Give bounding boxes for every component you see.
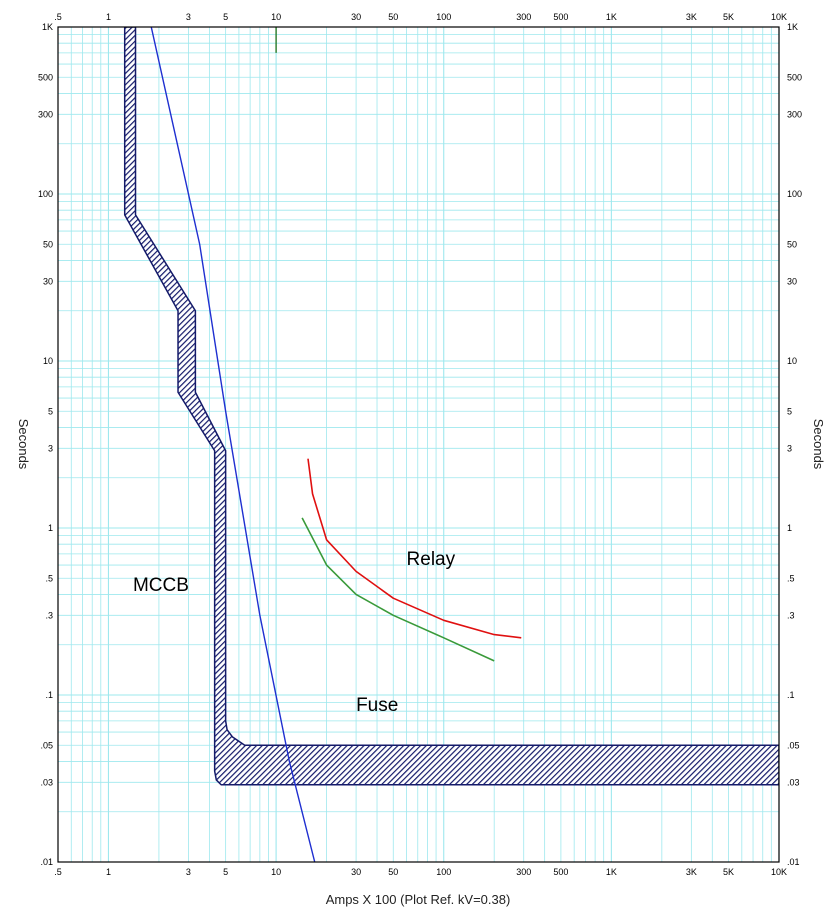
x-tick-label-top: 1K — [606, 12, 617, 22]
y-tick-label-left: 3 — [48, 443, 53, 453]
x-tick-label-top: 3 — [186, 12, 191, 22]
x-tick-label-top: 3K — [686, 12, 697, 22]
y-tick-label-left: .1 — [45, 690, 53, 700]
x-tick-label-bottom: 5 — [223, 867, 228, 877]
mccb-label: MCCB — [133, 575, 189, 596]
y-tick-label-left: .03 — [40, 777, 53, 787]
y-tick-label-left: .05 — [40, 740, 53, 750]
y-tick-label-right: 100 — [787, 189, 802, 199]
grid — [57, 26, 780, 863]
x-tick-label-bottom: 30 — [351, 867, 361, 877]
x-tick-label-bottom: 5K — [723, 867, 734, 877]
y-tick-label-right: .01 — [787, 857, 800, 867]
y-tick-label-right: .3 — [787, 610, 795, 620]
y-tick-label-left: .5 — [45, 573, 53, 583]
y-tick-label-left: 50 — [43, 239, 53, 249]
x-tick-label-top: 500 — [553, 12, 568, 22]
y-tick-label-right: 5 — [787, 406, 792, 416]
y-tick-label-left: 100 — [38, 189, 53, 199]
x-tick-label-top: 50 — [388, 12, 398, 22]
y-tick-label-left: .01 — [40, 857, 53, 867]
x-tick-label-bottom: 100 — [436, 867, 451, 877]
x-tick-label-top: 5K — [723, 12, 734, 22]
relay-curve — [307, 458, 522, 639]
relay_lower-curve — [301, 517, 495, 662]
fuse-curve — [150, 27, 316, 862]
x-tick-label-top: 10 — [271, 12, 281, 22]
x-tick-label-bottom: 300 — [516, 867, 531, 877]
curves — [123, 27, 779, 862]
y-tick-label-right: 300 — [787, 109, 802, 119]
y-tick-label-right: 1 — [787, 523, 792, 533]
x-tick-label-top: 10K — [771, 12, 787, 22]
tick-labels: .5 .5 1 1 3 3 5 5 10 10 30 30 50 50 100 100 300 300 500 500… — [38, 12, 802, 877]
x-tick-label-bottom: 3K — [686, 867, 697, 877]
x-tick-label-bottom: 1 — [106, 867, 111, 877]
y-tick-label-right: 500 — [787, 72, 802, 82]
y-tick-label-left: 300 — [38, 109, 53, 119]
y-tick-label-right: 50 — [787, 239, 797, 249]
x-axis-label: Amps X 100 (Plot Ref. kV=0.38) — [326, 892, 511, 907]
x-tick-label-top: .5 — [54, 12, 62, 22]
x-tick-label-top: 5 — [223, 12, 228, 22]
fuse-label: Fuse — [356, 695, 398, 716]
y-tick-label-left: 10 — [43, 356, 53, 366]
annotations: MCCB Relay Fuse — [133, 549, 456, 716]
x-tick-label-bottom: 3 — [186, 867, 191, 877]
y-tick-label-left: 30 — [43, 276, 53, 286]
y-tick-label-right: .1 — [787, 690, 795, 700]
y-axis-label-left: Seconds — [16, 419, 31, 470]
y-tick-label-left: 1 — [48, 523, 53, 533]
x-tick-label-top: 100 — [436, 12, 451, 22]
x-tick-label-bottom: 10 — [271, 867, 281, 877]
x-tick-label-bottom: 10K — [771, 867, 787, 877]
y-tick-label-right: 1K — [787, 22, 798, 32]
x-tick-label-top: 30 — [351, 12, 361, 22]
y-tick-label-right: .05 — [787, 740, 800, 750]
x-tick-label-bottom: 1K — [606, 867, 617, 877]
y-tick-label-right: 30 — [787, 276, 797, 286]
y-tick-label-right: .03 — [787, 777, 800, 787]
x-tick-label-top: 300 — [516, 12, 531, 22]
x-tick-label-bottom: 500 — [553, 867, 568, 877]
x-tick-label-bottom: .5 — [54, 867, 62, 877]
mccb-band — [123, 27, 779, 786]
relay-label: Relay — [407, 549, 456, 570]
x-tick-label-bottom: 50 — [388, 867, 398, 877]
x-tick-label-top: 1 — [106, 12, 111, 22]
y-tick-label-right: .5 — [787, 573, 795, 583]
y-axis-label-right: Seconds — [811, 419, 826, 470]
y-tick-label-left: 500 — [38, 72, 53, 82]
y-tick-label-left: 1K — [42, 22, 53, 32]
plot-frame — [57, 26, 780, 863]
y-tick-label-right: 3 — [787, 443, 792, 453]
y-tick-label-right: 10 — [787, 356, 797, 366]
y-tick-label-left: 5 — [48, 406, 53, 416]
y-tick-label-left: .3 — [45, 610, 53, 620]
